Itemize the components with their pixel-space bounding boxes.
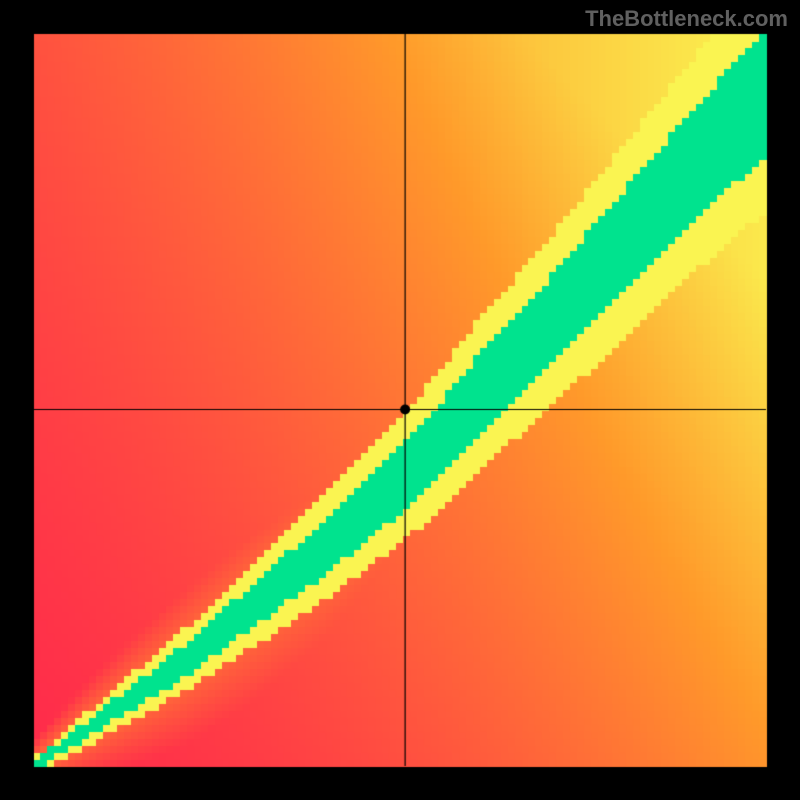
watermark-text: TheBottleneck.com — [585, 6, 788, 32]
heatmap-canvas — [0, 0, 800, 800]
chart-container: TheBottleneck.com — [0, 0, 800, 800]
